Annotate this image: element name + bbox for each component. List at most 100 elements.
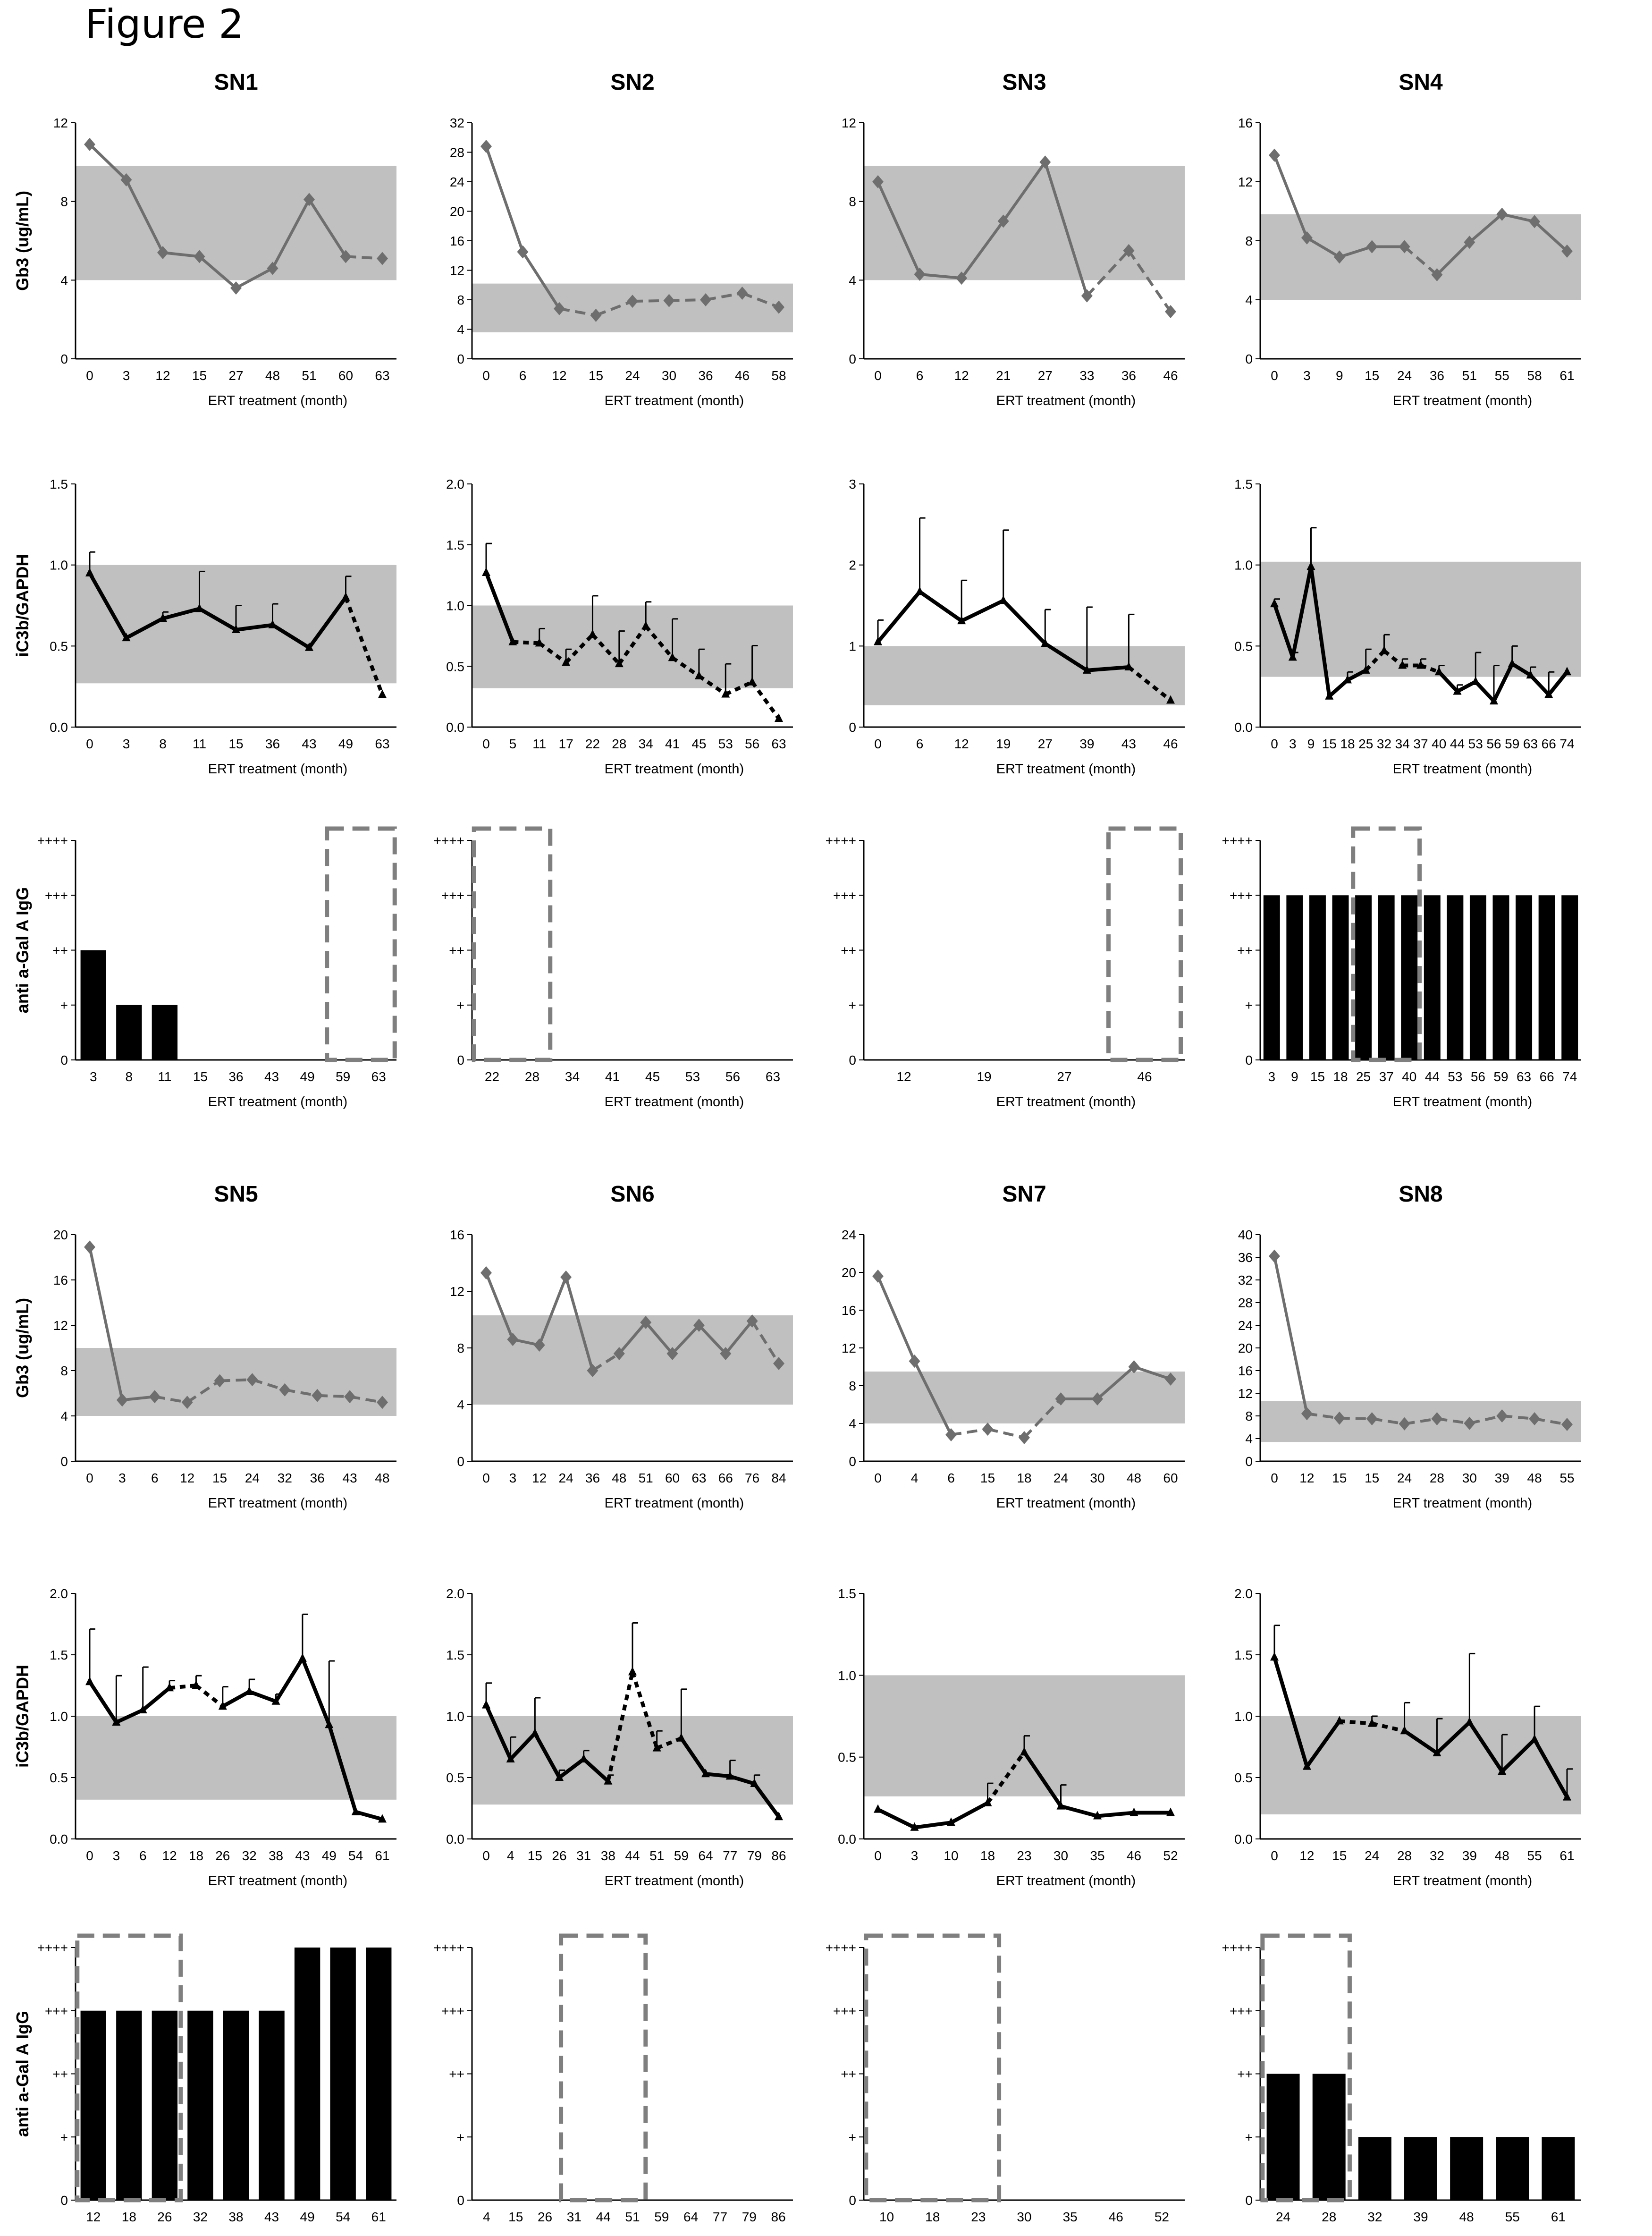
x-tick-label: 53 xyxy=(1468,737,1483,751)
series-segment xyxy=(742,292,780,309)
x-tick-label: 3 xyxy=(1268,1069,1275,1084)
x-tick-label: 34 xyxy=(639,737,653,751)
x-tick-label: 34 xyxy=(565,1069,580,1084)
data-point xyxy=(775,713,783,722)
data-point xyxy=(122,633,131,642)
y-tick-label: 28 xyxy=(450,145,464,160)
series-segment xyxy=(194,1684,224,1708)
figure-title: Figure 2 xyxy=(85,1,244,47)
y-tick-label: 1.5 xyxy=(1234,477,1253,491)
x-tick-label: 19 xyxy=(996,737,1011,751)
x-tick-label: 46 xyxy=(1163,368,1178,383)
series-segment xyxy=(1468,213,1503,244)
series-segment xyxy=(301,1658,331,1726)
data-point xyxy=(482,1700,490,1709)
x-tick-label: 39 xyxy=(1413,2210,1428,2224)
x-tick-label: 63 xyxy=(375,368,389,383)
data-point xyxy=(1464,1416,1475,1430)
y-tick-label: 20 xyxy=(842,1265,856,1280)
x-tick-label: 6 xyxy=(519,368,527,383)
data-point xyxy=(1333,250,1345,264)
x-tick-label: 0 xyxy=(482,737,490,751)
x-tick-label: 28 xyxy=(1397,1848,1412,1863)
y-tick-label: 0.0 xyxy=(50,720,68,735)
series-segment xyxy=(1002,161,1046,222)
bar xyxy=(1561,895,1578,1060)
x-tick-label: 38 xyxy=(228,2210,243,2224)
y-tick-label: + xyxy=(1245,998,1253,1013)
data-point xyxy=(588,629,597,638)
data-point xyxy=(560,1270,572,1284)
x-tick-label: 51 xyxy=(625,2210,640,2224)
dashed-box xyxy=(75,1933,183,2202)
series-segment xyxy=(169,1684,196,1690)
data-point xyxy=(195,603,204,612)
x-tick-label: 6 xyxy=(947,1471,955,1485)
y-tick-label: 12 xyxy=(1238,175,1253,189)
x-tick-label: 28 xyxy=(525,1069,539,1084)
series-segment xyxy=(1436,241,1471,276)
series-segment xyxy=(644,625,674,659)
series-segment xyxy=(559,307,597,317)
y-tick-label: 12 xyxy=(53,116,68,130)
x-tick-label: 58 xyxy=(771,368,786,383)
series-segment xyxy=(877,1275,916,1362)
x-tick-label: 9 xyxy=(1307,737,1315,751)
x-tick-label: 9 xyxy=(1291,1069,1298,1084)
y-tick-label: 0 xyxy=(1245,352,1253,366)
data-point xyxy=(351,1806,360,1815)
y-tick-label: 36 xyxy=(1238,1250,1253,1265)
x-axis-label: ERT treatment (month) xyxy=(1393,393,1532,408)
data-point xyxy=(562,657,571,666)
x-tick-label: 51 xyxy=(649,1848,664,1863)
y-tick-label: 1.0 xyxy=(50,558,68,573)
x-tick-label: 64 xyxy=(683,2210,698,2224)
x-tick-label: 37 xyxy=(1413,737,1428,751)
data-point xyxy=(85,567,94,576)
series-segment xyxy=(125,179,164,254)
series-segment xyxy=(513,640,539,645)
x-tick-label: 52 xyxy=(1163,1848,1178,1863)
x-tick-label: 12 xyxy=(954,368,969,383)
y-tick-label: 32 xyxy=(450,116,464,130)
y-tick-label: 40 xyxy=(1238,1228,1253,1242)
series-segment xyxy=(1022,1751,1062,1807)
bar xyxy=(1358,2137,1391,2200)
data-point xyxy=(85,1677,94,1685)
x-tick-label: 17 xyxy=(559,737,573,751)
x-tick-label: 55 xyxy=(1559,1471,1574,1485)
series-segment xyxy=(1273,1657,1309,1767)
y-tick-label: + xyxy=(457,2130,464,2144)
bar xyxy=(1492,895,1509,1060)
data-point xyxy=(663,294,675,307)
y-tick-label: 0 xyxy=(849,352,856,366)
x-axis-label: ERT treatment (month) xyxy=(208,762,347,777)
series-segment xyxy=(1290,566,1313,658)
x-tick-label: 15 xyxy=(1332,1848,1347,1863)
series-segment xyxy=(1023,1398,1062,1439)
series-segment xyxy=(1371,1721,1405,1733)
y-tick-label: 4 xyxy=(60,273,68,288)
x-tick-label: 48 xyxy=(1527,1471,1542,1485)
x-tick-label: 24 xyxy=(1276,2210,1290,2224)
data-point xyxy=(775,1812,783,1821)
x-tick-label: 3 xyxy=(509,1471,517,1485)
data-point xyxy=(1399,1417,1410,1431)
series-segment xyxy=(1437,1417,1470,1425)
x-axis-label: ERT treatment (month) xyxy=(996,2235,1136,2236)
series-segment xyxy=(1403,246,1438,276)
data-point xyxy=(1343,675,1352,684)
data-point xyxy=(531,1728,539,1737)
x-axis-label: ERT treatment (month) xyxy=(605,393,744,408)
bar xyxy=(1542,2137,1575,2200)
y-tick-label: 24 xyxy=(450,175,464,189)
data-point xyxy=(748,677,757,686)
data-point xyxy=(112,1717,121,1726)
bar xyxy=(294,1948,320,2200)
x-tick-label: 6 xyxy=(916,368,924,383)
